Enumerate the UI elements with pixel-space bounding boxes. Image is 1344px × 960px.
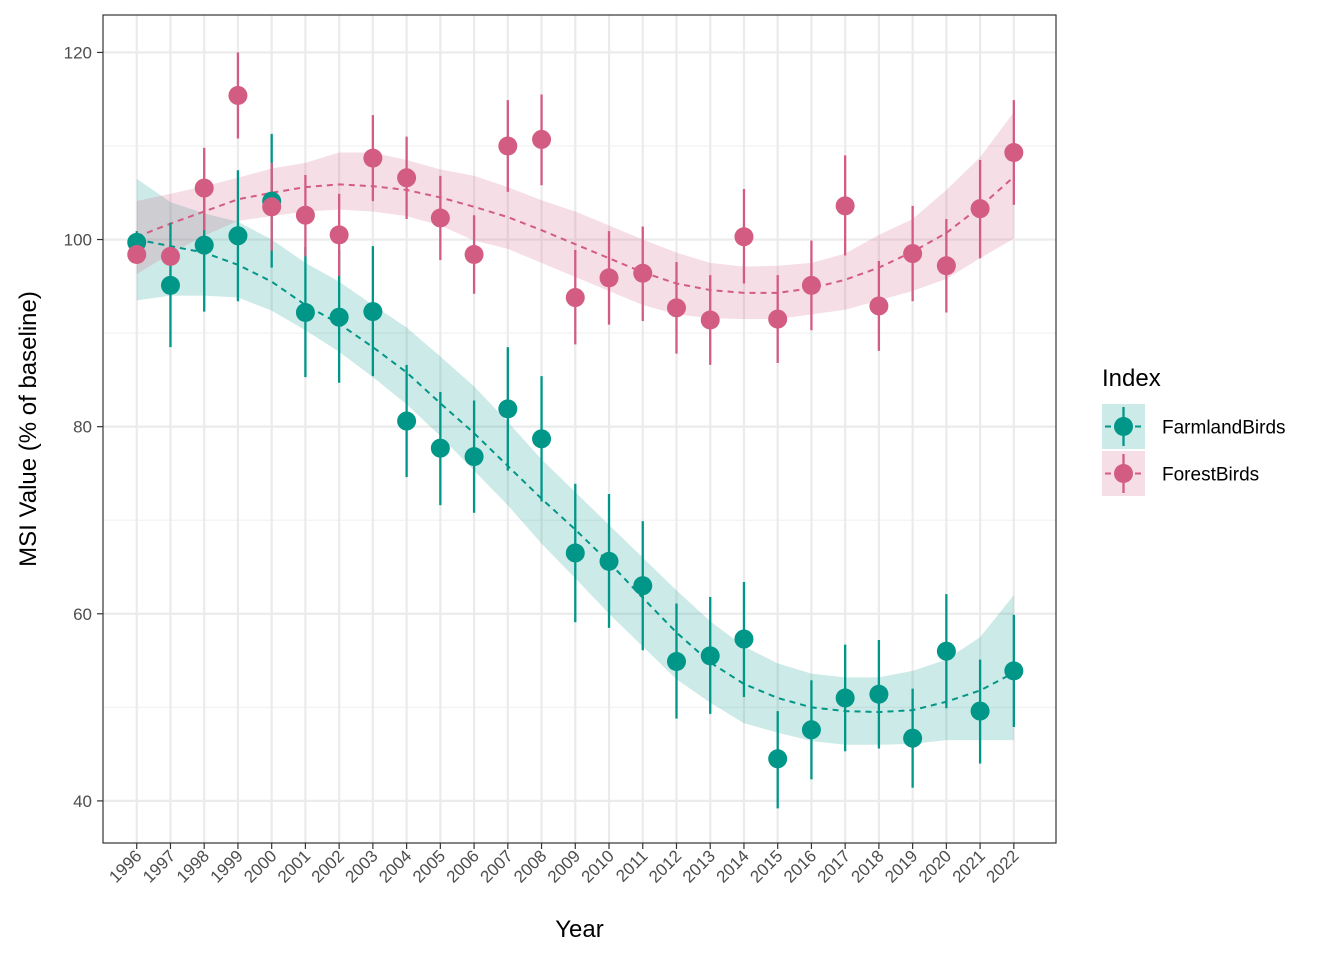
point-ForestBirds: [903, 244, 923, 264]
point-ForestBirds: [970, 199, 990, 219]
point-ForestBirds: [228, 85, 248, 105]
legend-title: Index: [1102, 365, 1161, 392]
point-ForestBirds: [127, 245, 147, 265]
legend-label: ForestBirds: [1162, 465, 1259, 486]
point-FarmlandBirds: [1004, 661, 1024, 681]
point-FarmlandBirds: [801, 720, 821, 740]
point-ForestBirds: [430, 208, 450, 228]
y-tick-label: 120: [64, 43, 92, 62]
point-ForestBirds: [329, 225, 349, 245]
trend-line-ForestBirds: [136, 176, 1015, 294]
point-FarmlandBirds: [700, 646, 720, 666]
point-FarmlandBirds: [329, 307, 349, 327]
point-ForestBirds: [194, 178, 214, 198]
point-FarmlandBirds: [295, 303, 315, 323]
point-FarmlandBirds: [228, 226, 248, 246]
point-ForestBirds: [599, 268, 619, 288]
y-tick-label: 60: [73, 605, 92, 624]
point-ForestBirds: [160, 246, 180, 266]
point-ForestBirds: [633, 263, 653, 283]
point-ForestBirds: [835, 196, 855, 216]
ribbon-layer: [136, 112, 1014, 745]
legend-item-FarmlandBirds: FarmlandBirds: [1102, 404, 1286, 449]
ribbon-FarmlandBirds: [136, 178, 1014, 745]
point-FarmlandBirds: [160, 275, 180, 295]
point-FarmlandBirds: [599, 551, 619, 571]
point-ForestBirds: [397, 168, 417, 188]
point-ForestBirds: [464, 245, 484, 265]
y-axis-title: MSI Value (% of baseline): [15, 291, 42, 567]
x-axis-title: Year: [555, 916, 604, 943]
point-FarmlandBirds: [363, 302, 383, 322]
point-FarmlandBirds: [666, 651, 686, 671]
point-FarmlandBirds: [498, 399, 518, 419]
point-FarmlandBirds: [734, 629, 754, 649]
legend-key-point: [1114, 464, 1133, 483]
point-FarmlandBirds: [464, 447, 484, 467]
point-FarmlandBirds: [869, 684, 889, 704]
trend-layer: [136, 176, 1015, 714]
point-ForestBirds: [295, 205, 315, 225]
legend-label: FarmlandBirds: [1162, 418, 1286, 439]
point-ForestBirds: [768, 309, 788, 329]
point-ForestBirds: [565, 288, 585, 308]
y-tick-label: 80: [73, 418, 92, 437]
point-FarmlandBirds: [970, 701, 990, 721]
point-FarmlandBirds: [768, 749, 788, 769]
point-ForestBirds: [498, 136, 518, 156]
point-ForestBirds: [363, 148, 383, 168]
point-ForestBirds: [1004, 143, 1024, 163]
point-FarmlandBirds: [430, 438, 450, 458]
point-ForestBirds: [734, 227, 754, 247]
point-ForestBirds: [801, 275, 821, 295]
point-ForestBirds: [666, 298, 686, 318]
point-FarmlandBirds: [565, 543, 585, 563]
point-ForestBirds: [532, 129, 552, 149]
point-FarmlandBirds: [397, 411, 417, 431]
ribbon-ForestBirds: [136, 112, 1014, 320]
point-ForestBirds: [936, 256, 956, 276]
point-layer: [127, 85, 1024, 769]
point-FarmlandBirds: [532, 429, 552, 449]
trend-line-FarmlandBirds: [136, 238, 1015, 714]
panel-border: [102, 14, 1057, 844]
legend-key-point: [1114, 417, 1133, 436]
y-tick-label: 100: [64, 231, 92, 250]
point-FarmlandBirds: [194, 235, 214, 255]
point-FarmlandBirds: [936, 641, 956, 661]
legend-item-ForestBirds: ForestBirds: [1102, 451, 1259, 496]
point-FarmlandBirds: [835, 688, 855, 708]
point-ForestBirds: [262, 197, 282, 217]
y-tick-label: 40: [73, 792, 92, 811]
point-ForestBirds: [700, 310, 720, 330]
point-ForestBirds: [869, 296, 889, 316]
point-FarmlandBirds: [903, 728, 923, 748]
legend: Index FarmlandBirds ForestBirds: [1102, 365, 1286, 496]
point-FarmlandBirds: [633, 576, 653, 596]
